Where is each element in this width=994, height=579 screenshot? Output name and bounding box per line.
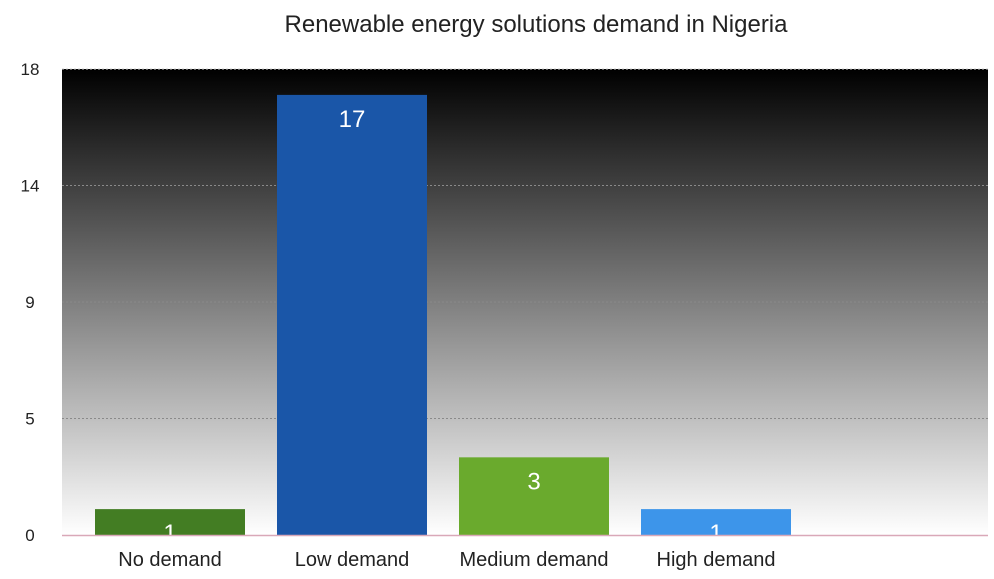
chart-title: Renewable energy solutions demand in Nig… <box>285 11 789 38</box>
y-tick-label: 9 <box>25 293 34 312</box>
bar-no-demand <box>95 509 245 535</box>
bar-high-demand <box>641 509 791 535</box>
y-tick-label: 18 <box>21 60 40 79</box>
y-tick-label: 0 <box>25 526 34 545</box>
data-label: 1 <box>163 520 176 547</box>
data-labels: 1 17 3 1 <box>163 106 722 547</box>
bars <box>95 94 791 535</box>
data-label: 1 <box>709 520 722 547</box>
x-tick-label: No demand <box>118 549 221 571</box>
y-axis-tick-labels: 0 5 9 14 18 <box>21 60 40 545</box>
bar-low-demand <box>277 94 427 535</box>
x-tick-label: Low demand <box>295 549 410 571</box>
y-tick-label: 14 <box>21 177 40 196</box>
x-tick-label: High demand <box>657 549 776 571</box>
data-label: 17 <box>339 106 366 133</box>
y-tick-label: 5 <box>25 410 34 429</box>
x-tick-label: Medium demand <box>460 549 609 571</box>
data-label: 3 <box>527 468 540 495</box>
bar-medium-demand <box>459 457 609 535</box>
x-axis-tick-labels: No demand Low demand Medium demand High dem… <box>118 549 775 571</box>
